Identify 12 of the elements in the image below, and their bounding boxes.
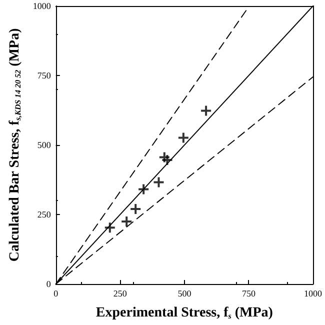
y-axis-title: Calculated Bar Stress, fs,KDS 14 20 52 (MPa): [8, 28, 22, 262]
x-tick-label: 250: [113, 288, 128, 298]
y-tick-label: 250: [37, 210, 52, 220]
x-tick-label: 0: [54, 288, 59, 298]
x-tick-label: 1000: [304, 288, 322, 298]
x-tick-label: 750: [242, 288, 256, 298]
x-axis-title: Experimental Stress, fs (MPa): [96, 306, 274, 320]
y-tick-label: 0: [46, 279, 52, 289]
x-tick-label: 500: [178, 288, 192, 298]
y-tick-label: 500: [37, 140, 52, 150]
y-tick-label: 750: [37, 70, 52, 80]
y-tick-label: 1000: [32, 1, 52, 11]
